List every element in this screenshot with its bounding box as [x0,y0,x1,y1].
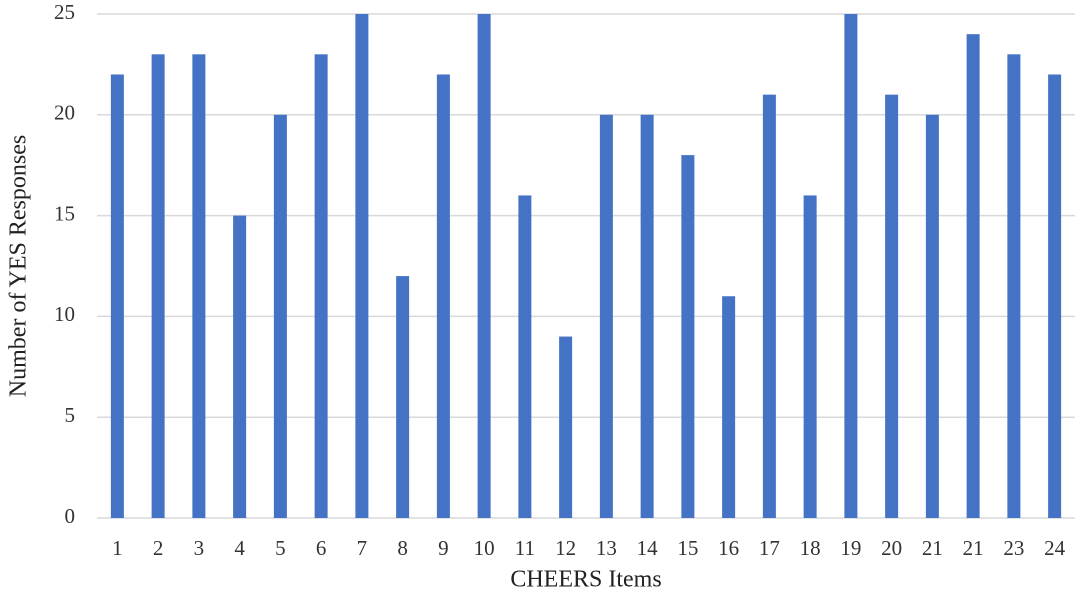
bar [925,114,939,519]
x-tick-label: 13 [596,536,617,560]
x-tick-label: 18 [800,536,821,560]
x-tick-label: 15 [677,536,698,560]
bar [192,54,206,518]
bar [599,114,613,519]
bar [762,94,776,518]
x-axis-title: CHEERS Items [510,567,661,593]
y-tick-label: 25 [54,0,75,24]
bar [966,34,980,518]
bar [518,195,532,518]
bar [681,155,695,518]
x-tick-label: 20 [881,536,902,560]
bar [151,54,165,518]
x-tick-label: 19 [840,536,861,560]
bar [233,215,247,518]
y-tick-label: 5 [65,403,76,427]
bar [1048,74,1062,518]
x-tick-label: 4 [234,536,245,560]
x-tick-label: 5 [275,536,286,560]
bar [477,14,491,518]
x-tick-label: 17 [759,536,780,560]
x-tick-label: 8 [397,536,408,560]
x-tick-label: 21 [922,536,943,560]
bar [559,336,573,518]
bar [110,74,124,518]
x-tick-label: 11 [515,536,535,560]
x-tick-label: 21 [963,536,984,560]
x-tick-label: 3 [194,536,205,560]
y-tick-label: 20 [54,101,75,125]
bar [844,14,858,518]
bar [355,14,369,518]
x-tick-label: 16 [718,536,739,560]
x-tick-label: 10 [474,536,495,560]
x-tick-label: 9 [438,536,449,560]
x-tick-label: 6 [316,536,327,560]
bar [396,276,410,518]
bar [722,296,736,518]
y-axis-title: Number of YES Responses [6,135,32,397]
bar [436,74,450,518]
bar [885,94,899,518]
bar [1007,54,1021,518]
x-tick-label: 23 [1003,536,1024,560]
x-tick-label: 14 [637,536,659,560]
y-tick-label: 10 [54,302,75,326]
y-tick-label: 0 [65,504,76,528]
x-tick-label: 1 [112,536,123,560]
bar [314,54,328,518]
x-tick-label: 24 [1044,536,1066,560]
x-tick-label: 2 [153,536,164,560]
y-tick-label: 15 [54,201,75,225]
bar [803,195,817,518]
bar [273,114,287,519]
bar [640,114,654,519]
x-tick-label: 7 [357,536,368,560]
x-tick-label: 12 [555,536,576,560]
